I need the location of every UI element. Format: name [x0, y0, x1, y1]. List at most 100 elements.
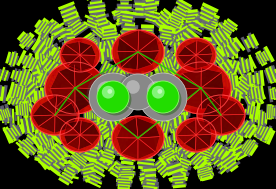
Circle shape [124, 78, 149, 103]
Polygon shape [75, 88, 91, 113]
Polygon shape [174, 88, 201, 104]
Polygon shape [80, 124, 100, 135]
Polygon shape [202, 105, 221, 116]
Polygon shape [183, 88, 202, 109]
Polygon shape [201, 68, 222, 88]
Circle shape [122, 76, 151, 105]
Circle shape [108, 92, 117, 101]
Circle shape [92, 76, 130, 114]
Polygon shape [75, 65, 92, 88]
Polygon shape [177, 55, 196, 65]
Polygon shape [57, 88, 75, 113]
Polygon shape [196, 119, 209, 135]
Circle shape [107, 89, 112, 94]
Polygon shape [138, 51, 159, 65]
Polygon shape [80, 55, 93, 71]
Polygon shape [67, 135, 80, 150]
Polygon shape [121, 52, 138, 70]
Polygon shape [67, 121, 81, 135]
Polygon shape [55, 115, 78, 127]
Polygon shape [138, 137, 160, 152]
Circle shape [155, 89, 169, 104]
Circle shape [157, 89, 162, 94]
Circle shape [126, 80, 140, 94]
Polygon shape [55, 95, 71, 115]
Polygon shape [59, 65, 75, 88]
Circle shape [118, 72, 154, 108]
Polygon shape [79, 135, 92, 150]
Circle shape [152, 86, 164, 99]
Polygon shape [196, 44, 213, 55]
Polygon shape [51, 71, 75, 88]
Circle shape [142, 76, 180, 114]
Ellipse shape [112, 116, 164, 160]
Circle shape [120, 74, 156, 110]
Circle shape [87, 71, 135, 119]
Polygon shape [80, 55, 96, 67]
Circle shape [128, 82, 146, 100]
Polygon shape [41, 95, 57, 115]
Circle shape [105, 89, 120, 104]
Circle shape [99, 83, 131, 115]
Ellipse shape [112, 30, 164, 74]
Polygon shape [119, 30, 139, 52]
Polygon shape [205, 115, 221, 134]
Polygon shape [185, 119, 196, 135]
Circle shape [149, 83, 181, 115]
Polygon shape [221, 114, 245, 129]
Polygon shape [117, 38, 138, 52]
Polygon shape [61, 55, 80, 66]
Ellipse shape [176, 118, 216, 152]
Ellipse shape [31, 95, 79, 135]
Circle shape [150, 84, 174, 108]
Polygon shape [55, 115, 72, 133]
Polygon shape [117, 51, 138, 67]
Circle shape [139, 73, 182, 116]
Polygon shape [65, 42, 80, 55]
Polygon shape [136, 117, 156, 138]
Polygon shape [137, 52, 152, 70]
Polygon shape [32, 105, 55, 116]
Polygon shape [182, 68, 201, 88]
Polygon shape [80, 121, 94, 135]
Ellipse shape [60, 38, 100, 72]
Polygon shape [32, 115, 55, 127]
Polygon shape [208, 97, 221, 115]
Polygon shape [196, 134, 212, 147]
Polygon shape [80, 45, 96, 55]
Circle shape [158, 92, 167, 101]
Polygon shape [196, 41, 209, 55]
Circle shape [132, 86, 143, 97]
Polygon shape [116, 125, 138, 138]
Circle shape [160, 94, 165, 99]
Circle shape [89, 73, 137, 121]
Polygon shape [122, 117, 138, 138]
Circle shape [147, 81, 176, 110]
Circle shape [147, 81, 165, 99]
Circle shape [130, 84, 144, 98]
Polygon shape [64, 135, 80, 145]
Polygon shape [201, 88, 224, 107]
Polygon shape [121, 138, 138, 159]
Polygon shape [64, 123, 80, 135]
Circle shape [97, 81, 129, 113]
Polygon shape [116, 138, 138, 153]
Circle shape [94, 78, 128, 112]
Polygon shape [138, 125, 160, 138]
Ellipse shape [60, 118, 100, 152]
Polygon shape [185, 41, 197, 55]
Circle shape [102, 86, 115, 99]
Circle shape [100, 84, 124, 108]
Ellipse shape [176, 38, 216, 72]
Polygon shape [80, 135, 100, 145]
Polygon shape [79, 42, 92, 55]
Polygon shape [138, 138, 155, 159]
Polygon shape [201, 88, 221, 109]
Polygon shape [177, 46, 196, 56]
Polygon shape [196, 54, 213, 65]
Circle shape [136, 90, 140, 94]
Circle shape [89, 73, 132, 116]
Circle shape [126, 80, 148, 102]
Polygon shape [61, 44, 80, 55]
Polygon shape [221, 102, 245, 115]
